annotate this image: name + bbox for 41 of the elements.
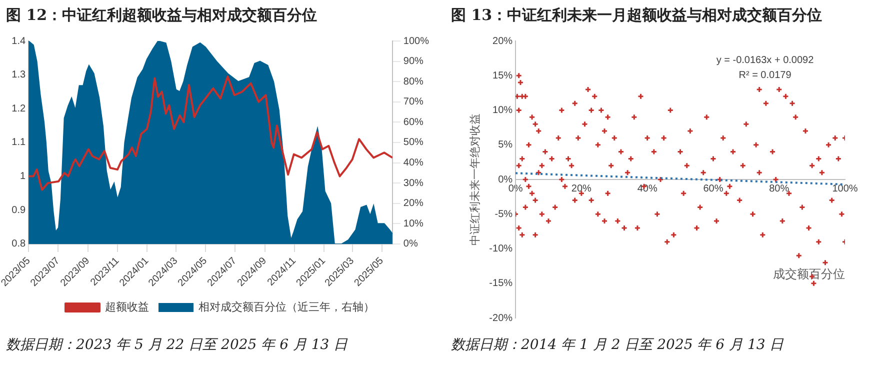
y2-tick-label: 10% xyxy=(403,218,424,230)
y-tick-label: 5% xyxy=(498,140,513,151)
y2-tick-label: 20% xyxy=(403,198,424,210)
y-tick-label: 1 xyxy=(20,171,26,182)
y-tick-label: 20% xyxy=(492,36,513,47)
x-tick-label: 100% xyxy=(832,183,858,194)
y-tick-label: 10% xyxy=(492,105,513,116)
x-tick-label: 0% xyxy=(508,183,523,194)
y-axis-title: 中证红利未来一年绝对收益 xyxy=(468,114,482,246)
y-tick-label: 1.2 xyxy=(12,103,26,114)
y-tick-label: 1.1 xyxy=(12,137,26,148)
y-tick-label: -10% xyxy=(489,244,513,254)
x-tick-label: 60% xyxy=(703,183,724,194)
y2-tick-label: 60% xyxy=(403,116,424,128)
y-tick-label: -15% xyxy=(489,278,513,290)
y-tick-label: -20% xyxy=(489,312,513,324)
y-tick-label: 0.9 xyxy=(12,204,26,216)
y-tick-label: 15% xyxy=(492,70,513,82)
y-tick-label: 0% xyxy=(498,174,513,186)
chart-title: 图 12：中证红利超额收益与相对成交额百分位 xyxy=(6,6,318,25)
y2-tick-label: 0% xyxy=(403,238,418,250)
y-tick-label: 1.4 xyxy=(12,36,26,47)
y2-tick-label: 80% xyxy=(403,76,424,88)
y2-tick-label: 50% xyxy=(403,137,424,148)
legend-label: 相对成交额百分位（近三年，右轴） xyxy=(198,300,374,314)
x-tick-label: 20% xyxy=(571,183,592,194)
y2-tick-label: 100% xyxy=(403,36,430,47)
y2-tick-label: 30% xyxy=(403,178,424,189)
x-tick-label: 80% xyxy=(769,183,790,194)
y2-tick-label: 40% xyxy=(403,158,424,169)
text: 数据日期：2023 年 5 月 22 日至 2025 年 6 月 13 日 xyxy=(6,336,348,354)
legend-label: 超额收益 xyxy=(105,300,149,314)
y-tick-label: 1.3 xyxy=(12,70,26,81)
y2-tick-label: 90% xyxy=(403,56,424,68)
annotation: R² = 0.0179 xyxy=(738,70,792,81)
y-tick-label: -5% xyxy=(494,208,513,220)
y-tick-label: 0.8 xyxy=(12,238,26,250)
y2-tick-label: 70% xyxy=(403,96,424,108)
chart-title: 图 13：中证红利未来一月超额收益与相对成交额百分位 xyxy=(451,6,822,25)
annotation: y = -0.0163x + 0.0092 xyxy=(716,55,814,66)
text: 数据日期：2014 年 1 月 2 日至 2025 年 6 月 13 日 xyxy=(451,336,784,354)
